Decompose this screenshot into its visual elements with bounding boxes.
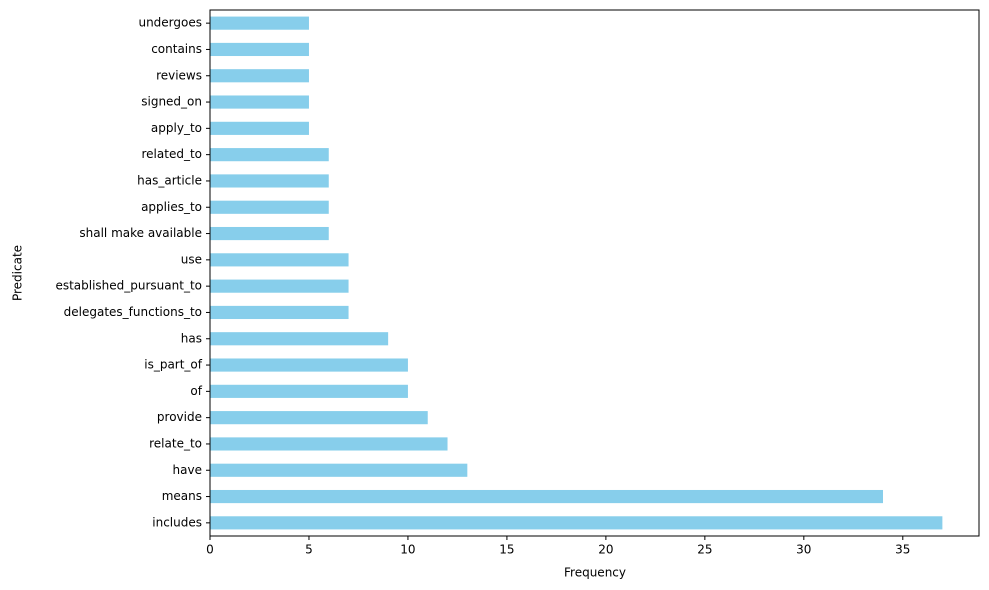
- x-tick-label: 15: [499, 543, 514, 557]
- bar: [210, 411, 428, 425]
- y-tick-label: use: [181, 252, 202, 266]
- x-tick-label: 25: [697, 543, 712, 557]
- y-tick-label: is_part_of: [144, 358, 203, 372]
- bar: [210, 16, 309, 30]
- x-tick-label: 0: [206, 543, 214, 557]
- plot-frame: [209, 9, 980, 537]
- bar: [210, 279, 349, 293]
- y-tick-label: have: [173, 463, 202, 477]
- bar: [210, 226, 329, 241]
- y-tick-label: apply_to: [151, 121, 202, 135]
- bar: [210, 42, 309, 57]
- y-tick-label: of: [190, 384, 202, 398]
- bar: [210, 148, 329, 162]
- y-tick-label: delegates_functions_to: [64, 305, 202, 319]
- x-tick-label: 35: [895, 543, 910, 557]
- y-tick-label: reviews: [156, 68, 202, 82]
- y-tick-label: shall make available: [79, 226, 202, 240]
- bar: [210, 200, 329, 214]
- bar: [210, 174, 329, 188]
- y-tick-label: undergoes: [138, 16, 202, 30]
- bar: [210, 384, 408, 398]
- x-tick-label: 20: [598, 543, 613, 557]
- bar: [210, 332, 389, 346]
- y-tick-label: has_article: [137, 173, 202, 187]
- y-tick-label: established_pursuant_to: [55, 279, 202, 293]
- bar: [210, 463, 468, 477]
- y-tick-label: includes: [152, 515, 202, 529]
- y-tick-label: means: [162, 489, 202, 503]
- bar: [210, 69, 309, 83]
- y-tick-label: contains: [151, 42, 202, 56]
- bar: [210, 358, 408, 372]
- bar: [210, 489, 883, 504]
- bar: [210, 305, 349, 320]
- x-tick-label: 30: [796, 543, 811, 557]
- x-tick-label: 10: [400, 543, 415, 557]
- y-tick-label: applies_to: [141, 200, 202, 214]
- y-tick-label: related_to: [142, 147, 203, 161]
- y-tick-label: relate_to: [149, 436, 202, 450]
- bar: [210, 253, 349, 267]
- bar: [210, 516, 943, 530]
- x-axis-label: Frequency: [564, 566, 626, 580]
- bar: [210, 95, 309, 109]
- y-tick-label: has: [181, 331, 202, 345]
- bar: [210, 121, 309, 135]
- y-tick-label: signed_on: [141, 95, 202, 109]
- y-tick-label: provide: [157, 410, 202, 424]
- y-axis-label: Predicate: [11, 245, 25, 301]
- bar: [210, 437, 448, 451]
- x-tick-label: 5: [305, 543, 313, 557]
